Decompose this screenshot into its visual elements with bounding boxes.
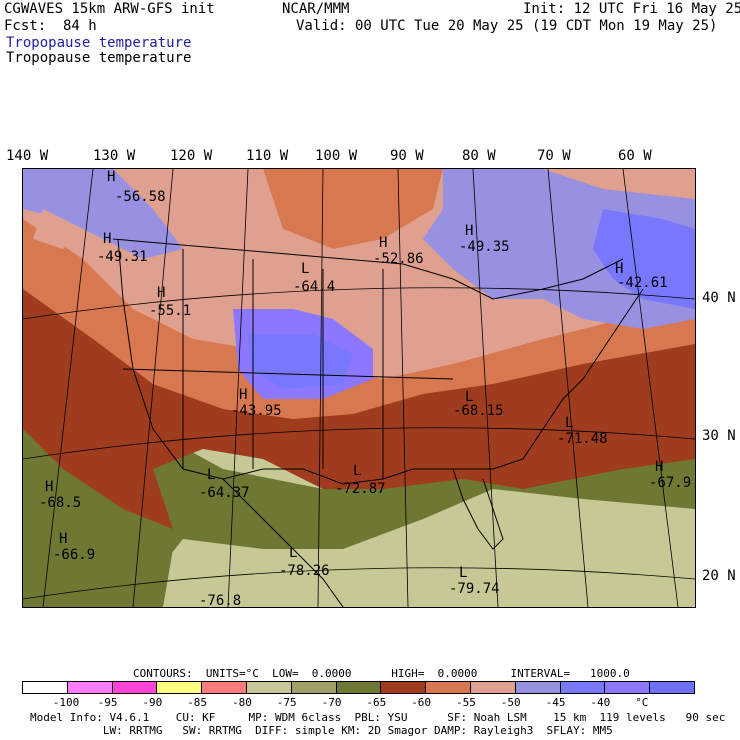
color-bar-label: -95 <box>97 696 118 709</box>
lon-label: 70 W <box>537 148 571 164</box>
color-bar-swatch <box>335 681 382 694</box>
field-orange-north <box>263 169 443 249</box>
color-bar-swatch <box>111 681 158 694</box>
map-field-svg <box>23 169 695 607</box>
color-bar-label: -65 <box>366 696 387 709</box>
color-bar-label: -55 <box>456 696 476 709</box>
forecast-hour: Fcst: 84 h <box>4 18 97 34</box>
pressure-center-symbol: H <box>239 387 248 403</box>
pressure-center-value: -56.58 <box>115 189 166 205</box>
pressure-center-value: -78.26 <box>279 563 330 579</box>
pressure-center-value: -42.61 <box>617 275 668 291</box>
pressure-center-symbol: L <box>289 545 298 561</box>
color-bar-label: -60 <box>411 696 432 709</box>
lon-label: 90 W <box>390 148 424 164</box>
field-lavender-nw <box>23 169 183 259</box>
color-bar-swatch <box>290 681 337 694</box>
lon-label: 60 W <box>618 148 652 164</box>
pressure-center-symbol: H <box>655 459 664 475</box>
lon-label: 140 W <box>6 148 49 164</box>
lon-label: 130 W <box>93 148 136 164</box>
pressure-center-symbol: L <box>353 463 362 479</box>
field-title: Tropopause temperature <box>6 35 192 51</box>
lon-label: 110 W <box>246 148 289 164</box>
color-bar-swatch <box>380 681 427 694</box>
political-boundaries <box>112 238 644 607</box>
color-bar-label: -90 <box>142 696 163 709</box>
pressure-center-symbol: H <box>45 479 54 495</box>
pressure-center-value: -64.4 <box>293 279 336 295</box>
field-subtitle: Tropopause temperature <box>6 50 192 66</box>
pressure-center-value: -79.74 <box>449 581 500 597</box>
pressure-center-value: -66.9 <box>53 547 96 563</box>
color-bar-swatch <box>425 681 471 694</box>
model-info-line-2: LW: RRTMG SW: RRTMG DIFF: simple KM: 2D … <box>30 724 613 737</box>
pressure-center-symbol: L <box>465 389 474 405</box>
lon-label: 80 W <box>462 148 496 164</box>
pressure-center-value: -68.15 <box>453 403 504 419</box>
init-time: Init: 12 UTC Fri 16 May 25 <box>523 1 740 17</box>
graticule <box>23 169 695 607</box>
field-lavender-ne <box>423 169 695 329</box>
color-bar-label: -80 <box>232 696 252 709</box>
lat-label: 20 N <box>702 568 736 584</box>
pressure-center-symbol: H <box>465 223 474 239</box>
color-bar-label: -75 <box>276 696 297 709</box>
pressure-center-symbol: L <box>565 415 574 431</box>
model-info-line-1: Model Info: V4.6.1 CU: KF MP: WDM 6class… <box>30 711 726 724</box>
valid-time: Valid: 00 UTC Tue 20 May 25 (19 CDT Mon … <box>296 18 718 34</box>
pressure-center-symbol: H <box>107 169 116 185</box>
field-orange <box>23 209 695 419</box>
color-bar-swatch <box>604 681 651 694</box>
lat-label: 30 N <box>702 428 736 444</box>
pressure-center-value: -67.9 <box>649 475 692 491</box>
pressure-center-symbol: H <box>103 231 112 247</box>
color-bar-swatch <box>201 681 247 694</box>
pressure-center-value: -71.48 <box>557 431 608 447</box>
pressure-center-value: -49.35 <box>459 239 510 255</box>
pressure-center-symbol: L <box>459 565 468 581</box>
pressure-center-value: -72.87 <box>335 481 386 497</box>
color-bar-label: -85 <box>187 696 208 709</box>
model-title: CGWAVES 15km ARW-GFS init <box>4 1 215 17</box>
color-bar-swatch <box>156 681 203 694</box>
color-bar-swatch <box>22 681 68 694</box>
color-bar-swatch <box>66 681 113 694</box>
pressure-center-value: -43.95 <box>231 403 282 419</box>
color-bar-label: -40 <box>590 696 611 709</box>
field-blue-ne <box>593 209 695 309</box>
color-bar-label: -50 <box>500 696 521 709</box>
pressure-center-value: -68.5 <box>39 495 82 511</box>
color-bar-swatch <box>514 681 561 694</box>
color-bar-swatch <box>559 681 606 694</box>
color-bar-swatch <box>649 681 695 694</box>
pressure-center-value: -76.8 <box>199 593 242 609</box>
lon-label: 120 W <box>170 148 213 164</box>
contours-info: CONTOURS: UNITS=°C LOW= 0.0000 HIGH= 0.0… <box>133 667 630 680</box>
color-bar-label: °C <box>635 696 649 709</box>
color-bar-label: -45 <box>545 696 566 709</box>
field-tan-nw <box>33 209 83 249</box>
pressure-center-symbol: H <box>379 235 388 251</box>
color-bar-label: -100 <box>52 696 80 709</box>
color-bar-label: -70 <box>321 696 342 709</box>
lat-label: 40 N <box>702 290 736 306</box>
pressure-center-value: -49.31 <box>97 249 148 265</box>
center-name: NCAR/MMM <box>282 1 350 17</box>
color-bar-swatch <box>470 681 516 694</box>
pressure-center-value: -64.37 <box>199 485 250 501</box>
color-bar-swatch <box>246 681 292 694</box>
pressure-center-symbol: H <box>615 261 624 277</box>
tropopause-temperature-map: H -56.58 H -49.31 H -55.1 L -64.4 H -52.… <box>22 168 696 609</box>
pressure-center-symbol: H <box>59 531 68 547</box>
field-olive <box>23 389 695 607</box>
pressure-center-symbol: L <box>301 261 310 277</box>
pressure-center-symbol: H <box>157 285 166 301</box>
lon-label: 100 W <box>315 148 358 164</box>
pressure-center-value: -55.1 <box>149 303 192 319</box>
pressure-center-value: -52.86 <box>373 251 424 267</box>
pressure-center-symbol: L <box>207 467 216 483</box>
